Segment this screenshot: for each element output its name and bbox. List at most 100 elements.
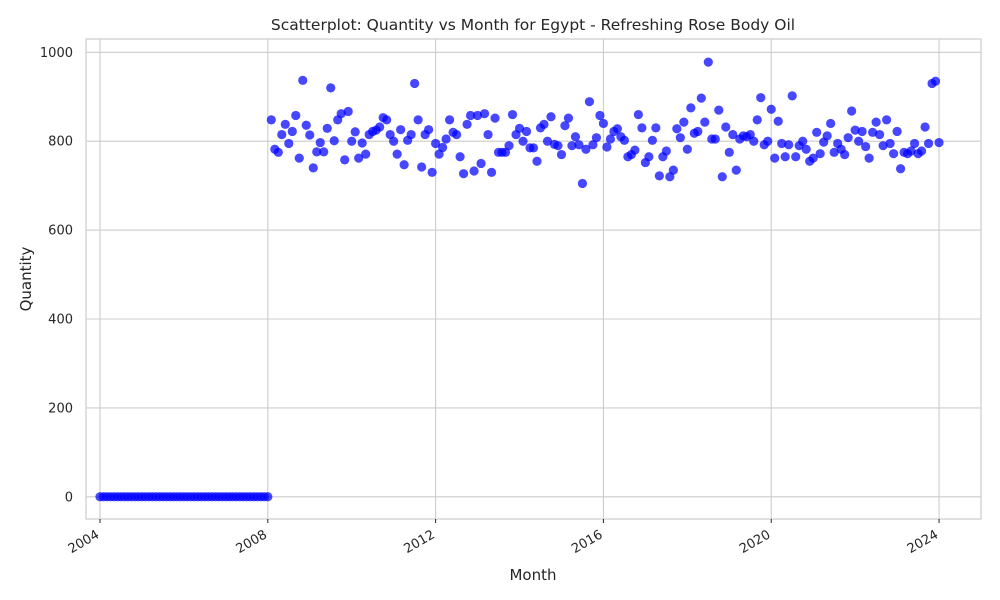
y-tick-label: 200	[48, 401, 73, 416]
data-point	[700, 117, 710, 127]
data-point	[591, 133, 602, 143]
data-point	[731, 165, 741, 175]
data-point	[808, 153, 818, 163]
data-point	[392, 149, 402, 159]
data-point	[483, 129, 493, 140]
data-point	[871, 117, 881, 127]
data-point	[661, 146, 671, 156]
data-point	[305, 130, 315, 140]
data-point	[749, 136, 759, 146]
data-point	[312, 147, 322, 157]
y-axis-ticks: 0 200 400 600 800 1000	[40, 46, 73, 505]
data-point	[490, 113, 500, 123]
data-point	[906, 146, 916, 156]
data-point	[553, 141, 563, 151]
data-point	[878, 141, 888, 151]
plot-frame	[85, 38, 982, 520]
data-point	[920, 122, 930, 132]
data-point	[340, 155, 350, 165]
data-point	[406, 129, 416, 140]
data-point	[277, 129, 287, 140]
data-point	[861, 141, 871, 152]
data-point	[909, 138, 920, 149]
data-point	[766, 104, 776, 114]
data-point	[424, 125, 434, 135]
data-point	[752, 115, 762, 125]
data-point	[315, 137, 325, 148]
data-point	[469, 166, 479, 176]
data-point	[843, 133, 853, 143]
data-point	[693, 126, 703, 137]
data-point	[584, 97, 595, 107]
data-point	[864, 153, 874, 163]
data-point	[528, 143, 539, 153]
data-point	[336, 109, 346, 119]
data-point	[763, 136, 773, 146]
data-point	[812, 127, 822, 137]
data-point	[770, 153, 780, 163]
data-point	[357, 138, 367, 148]
data-point	[308, 163, 318, 173]
data-point	[598, 118, 609, 129]
data-point	[389, 136, 399, 146]
data-point	[714, 105, 724, 115]
data-point	[801, 144, 811, 154]
data-point	[455, 152, 465, 162]
data-point	[287, 126, 297, 137]
data-point	[343, 106, 353, 117]
data-point	[756, 93, 766, 103]
data-point	[438, 142, 448, 153]
data-point	[784, 140, 794, 150]
data-point	[574, 140, 584, 150]
data-point	[507, 109, 518, 120]
data-point	[630, 145, 640, 155]
data-point	[413, 115, 423, 125]
data-point	[280, 119, 290, 129]
data-point	[504, 141, 514, 151]
data-point	[633, 109, 643, 120]
data-point	[476, 158, 486, 169]
data-point	[399, 160, 409, 170]
data-point	[532, 156, 542, 166]
data-point	[284, 138, 294, 149]
y-tick-label: 400	[48, 313, 73, 328]
data-point	[560, 121, 570, 131]
data-point	[486, 167, 497, 177]
y-tick-label: 600	[48, 224, 73, 239]
data-point	[273, 147, 283, 157]
data-point	[375, 122, 385, 132]
data-point	[850, 125, 860, 135]
data-point	[612, 124, 623, 134]
data-point	[465, 110, 476, 121]
data-point	[696, 93, 706, 103]
data-point	[298, 75, 308, 85]
data-point	[382, 115, 392, 125]
data-point	[826, 118, 836, 129]
data-point	[322, 123, 332, 133]
data-point	[581, 144, 591, 154]
y-tick-label: 0	[65, 490, 73, 505]
y-tick-label: 1000	[40, 46, 73, 61]
data-point	[710, 134, 720, 144]
data-point	[923, 138, 934, 149]
data-point	[514, 123, 525, 133]
data-point	[717, 172, 727, 182]
data-point	[350, 127, 360, 137]
data-point	[934, 137, 944, 148]
data-point	[619, 135, 630, 145]
data-point	[431, 138, 441, 149]
data-point	[354, 153, 364, 163]
data-point	[647, 135, 657, 145]
data-point	[777, 138, 787, 149]
data-point	[563, 113, 574, 123]
data-point	[347, 136, 357, 146]
data-point	[479, 109, 490, 119]
data-point	[780, 152, 790, 162]
data-point	[602, 142, 612, 152]
data-point	[326, 83, 336, 93]
data-point	[539, 119, 549, 129]
y-tick-label: 800	[48, 135, 73, 150]
data-point	[668, 165, 678, 175]
